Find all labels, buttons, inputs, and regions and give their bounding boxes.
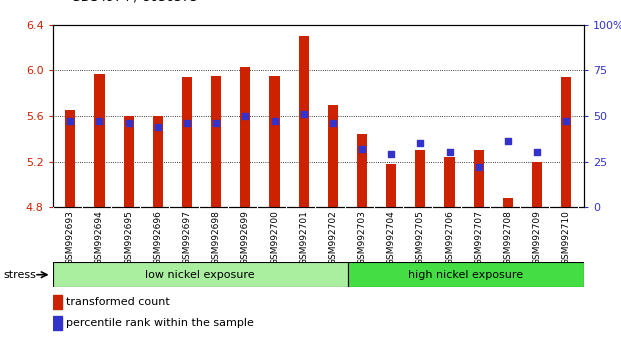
Text: GSM992705: GSM992705: [416, 210, 425, 265]
Bar: [124, 116, 134, 207]
Text: GSM992699: GSM992699: [241, 210, 250, 265]
Point: [299, 111, 309, 117]
Bar: [503, 198, 513, 207]
Point: [503, 139, 513, 144]
Point: [182, 120, 192, 126]
Point: [328, 120, 338, 126]
Point: [240, 113, 250, 119]
Point: [561, 119, 571, 124]
Bar: [445, 157, 455, 207]
Point: [445, 150, 455, 155]
Text: GSM992702: GSM992702: [329, 210, 337, 264]
Bar: [357, 134, 367, 207]
Point: [386, 152, 396, 157]
Text: GSM992703: GSM992703: [358, 210, 366, 265]
Text: GSM992708: GSM992708: [504, 210, 512, 265]
Bar: [415, 150, 425, 207]
Bar: [53, 316, 62, 330]
Bar: [474, 150, 484, 207]
Text: GSM992710: GSM992710: [562, 210, 571, 265]
Point: [474, 164, 484, 170]
Text: GSM992709: GSM992709: [533, 210, 542, 265]
Bar: [270, 76, 279, 207]
Text: transformed count: transformed count: [66, 297, 170, 307]
Text: GSM992695: GSM992695: [124, 210, 133, 265]
Text: GSM992700: GSM992700: [270, 210, 279, 265]
Text: GSM992694: GSM992694: [95, 210, 104, 264]
Bar: [532, 161, 542, 207]
Point: [211, 120, 221, 126]
Text: percentile rank within the sample: percentile rank within the sample: [66, 318, 254, 328]
Point: [94, 119, 104, 124]
Text: GSM992701: GSM992701: [299, 210, 308, 265]
Point: [415, 141, 425, 146]
Text: GSM992707: GSM992707: [474, 210, 483, 265]
Bar: [53, 262, 348, 287]
Text: high nickel exposure: high nickel exposure: [408, 270, 524, 280]
Bar: [240, 67, 250, 207]
Text: GSM992706: GSM992706: [445, 210, 454, 265]
Bar: [182, 77, 192, 207]
Text: GSM992698: GSM992698: [212, 210, 220, 265]
Text: GSM992693: GSM992693: [66, 210, 75, 265]
Bar: [94, 74, 104, 207]
Bar: [65, 110, 75, 207]
Bar: [561, 77, 571, 207]
Point: [532, 150, 542, 155]
Text: GDS4974 / 8036373: GDS4974 / 8036373: [71, 0, 198, 4]
Point: [357, 146, 367, 152]
Text: low nickel exposure: low nickel exposure: [145, 270, 255, 280]
Point: [65, 119, 75, 124]
Text: GSM992697: GSM992697: [183, 210, 191, 265]
Point: [270, 119, 279, 124]
Bar: [153, 116, 163, 207]
Bar: [53, 295, 62, 309]
Bar: [328, 104, 338, 207]
Text: GSM992696: GSM992696: [153, 210, 162, 265]
Bar: [348, 262, 584, 287]
Text: GSM992704: GSM992704: [387, 210, 396, 264]
Bar: [211, 76, 221, 207]
Point: [124, 120, 134, 126]
Bar: [386, 164, 396, 207]
Point: [153, 124, 163, 130]
Bar: [299, 36, 309, 207]
Text: stress: stress: [3, 270, 36, 280]
